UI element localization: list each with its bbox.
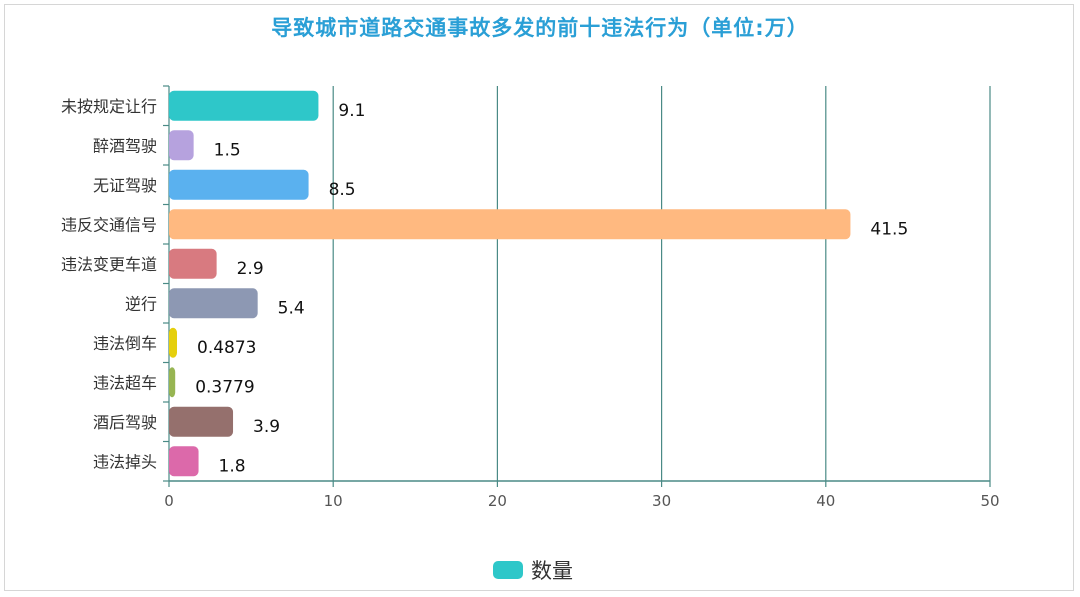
bar [169, 248, 217, 279]
category-label: 违法变更车道 [61, 255, 157, 274]
category-label: 酒后驾驶 [93, 413, 157, 432]
category-label: 无证驾驶 [93, 176, 157, 195]
bar [169, 169, 309, 200]
bar [169, 446, 199, 477]
category-label: 违法超车 [93, 373, 157, 392]
bar [169, 90, 319, 121]
bar [169, 288, 258, 319]
bar [169, 209, 851, 240]
x-tick-label: 30 [652, 492, 671, 510]
legend[interactable]: 数量 [493, 555, 573, 585]
bar [169, 327, 178, 358]
category-label: 违法倒车 [93, 334, 157, 353]
data-label: 0.3779 [195, 377, 254, 397]
data-label: 1.8 [219, 456, 246, 476]
data-label: 41.5 [870, 219, 908, 239]
bar [169, 406, 234, 437]
category-label: 违反交通信号 [61, 215, 157, 234]
x-tick-label: 40 [816, 492, 835, 510]
legend-label: 数量 [531, 559, 573, 583]
bar [169, 367, 176, 398]
data-label: 5.4 [278, 298, 305, 318]
data-label: 0.4873 [197, 338, 256, 358]
data-label: 2.9 [237, 259, 264, 279]
chart-title: 导致城市道路交通事故多发的前十违法行为（单位:万） [271, 16, 809, 40]
category-label: 未按规定让行 [61, 97, 157, 116]
x-tick-label: 50 [980, 492, 999, 510]
category-label: 违法掉头 [93, 452, 157, 471]
legend-swatch [493, 561, 523, 579]
data-label: 3.9 [253, 417, 280, 437]
data-label: 8.5 [329, 180, 356, 200]
category-label: 醉酒驾驶 [93, 136, 157, 155]
bar [169, 130, 194, 161]
x-tick-label: 0 [164, 492, 174, 510]
x-tick-label: 10 [324, 492, 343, 510]
x-tick-label: 20 [488, 492, 507, 510]
category-label: 逆行 [125, 294, 157, 313]
data-label: 9.1 [338, 101, 365, 121]
data-label: 1.5 [214, 140, 241, 160]
